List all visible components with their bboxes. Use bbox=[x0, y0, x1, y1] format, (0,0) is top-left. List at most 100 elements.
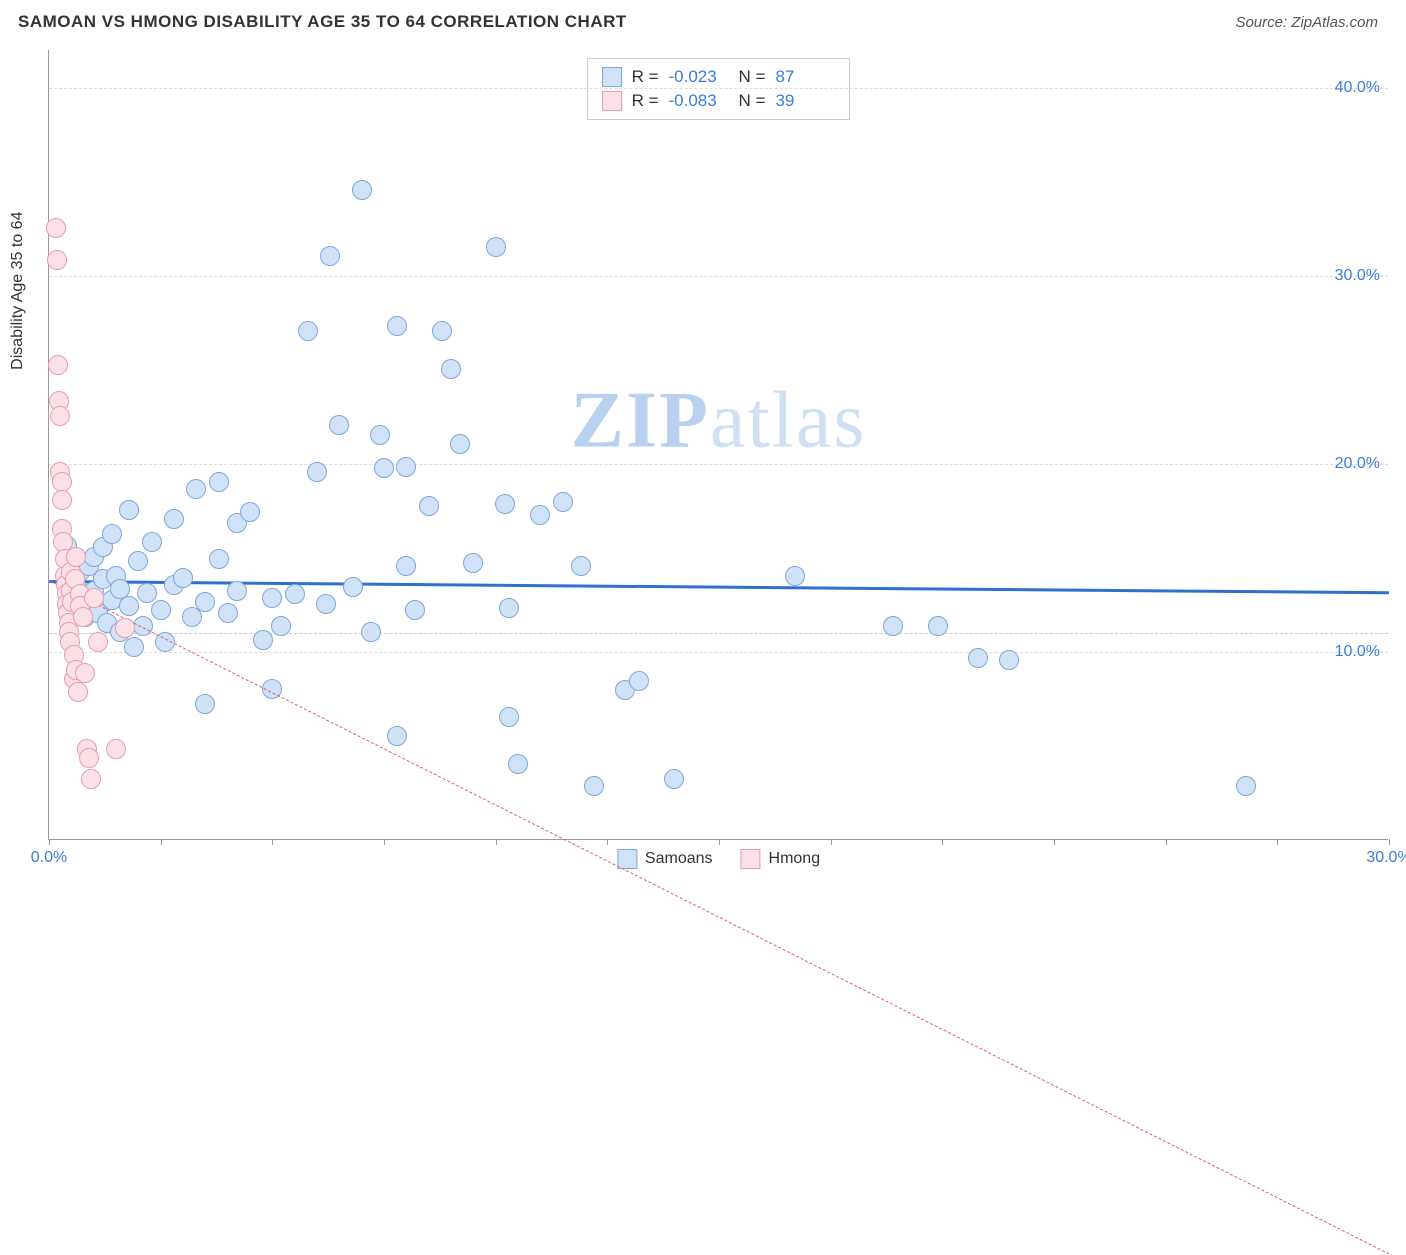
data-point bbox=[52, 490, 72, 510]
data-point bbox=[106, 739, 126, 759]
data-point bbox=[307, 462, 327, 482]
legend-label-hmong: Hmong bbox=[769, 850, 821, 868]
data-point bbox=[240, 502, 260, 522]
data-point bbox=[463, 553, 483, 573]
data-point bbox=[128, 551, 148, 571]
y-tick-label: 40.0% bbox=[1335, 79, 1380, 97]
data-point bbox=[195, 592, 215, 612]
data-point bbox=[387, 316, 407, 336]
data-point bbox=[271, 616, 291, 636]
data-point bbox=[374, 458, 394, 478]
data-point bbox=[218, 603, 238, 623]
data-point bbox=[508, 754, 528, 774]
data-point bbox=[50, 406, 70, 426]
data-point bbox=[119, 500, 139, 520]
data-point bbox=[47, 250, 67, 270]
data-point bbox=[370, 425, 390, 445]
x-tick-label: 0.0% bbox=[31, 849, 67, 867]
source-label: Source: ZipAtlas.com bbox=[1235, 14, 1378, 31]
data-point bbox=[396, 457, 416, 477]
data-point bbox=[664, 769, 684, 789]
n-label: N = bbox=[739, 91, 766, 111]
data-point bbox=[441, 359, 461, 379]
data-point bbox=[79, 748, 99, 768]
data-point bbox=[73, 607, 93, 627]
r-value-hmong: -0.083 bbox=[669, 91, 729, 111]
data-point bbox=[298, 321, 318, 341]
data-point bbox=[486, 237, 506, 257]
gridline bbox=[49, 464, 1388, 465]
data-point bbox=[928, 616, 948, 636]
r-label: R = bbox=[632, 67, 659, 87]
data-point bbox=[195, 694, 215, 714]
data-point bbox=[450, 434, 470, 454]
data-point bbox=[584, 776, 604, 796]
data-point bbox=[262, 588, 282, 608]
data-point bbox=[115, 618, 135, 638]
data-point bbox=[46, 218, 66, 238]
trend-line-hmong bbox=[49, 580, 1389, 1254]
data-point bbox=[75, 663, 95, 683]
data-point bbox=[405, 600, 425, 620]
y-tick-label: 30.0% bbox=[1335, 267, 1380, 285]
data-point bbox=[316, 594, 336, 614]
y-tick-label: 20.0% bbox=[1335, 455, 1380, 473]
data-point bbox=[329, 415, 349, 435]
chart-title: SAMOAN VS HMONG DISABILITY AGE 35 TO 64 … bbox=[18, 12, 627, 32]
data-point bbox=[209, 472, 229, 492]
n-value-samoans: 87 bbox=[775, 67, 835, 87]
data-point bbox=[785, 566, 805, 586]
stats-legend: R = -0.023 N = 87 R = -0.083 N = 39 bbox=[587, 58, 851, 120]
swatch-samoans bbox=[602, 67, 622, 87]
gridline bbox=[49, 652, 1388, 653]
data-point bbox=[883, 616, 903, 636]
data-point bbox=[968, 648, 988, 668]
r-label: R = bbox=[632, 91, 659, 111]
data-point bbox=[396, 556, 416, 576]
data-point bbox=[142, 532, 162, 552]
stats-row-hmong: R = -0.083 N = 39 bbox=[602, 89, 836, 113]
data-point bbox=[68, 682, 88, 702]
legend-item-samoans: Samoans bbox=[617, 849, 713, 869]
data-point bbox=[495, 494, 515, 514]
data-point bbox=[629, 671, 649, 691]
data-point bbox=[119, 596, 139, 616]
data-point bbox=[84, 588, 104, 608]
data-point bbox=[499, 707, 519, 727]
data-point bbox=[571, 556, 591, 576]
data-point bbox=[1236, 776, 1256, 796]
data-point bbox=[253, 630, 273, 650]
data-point bbox=[361, 622, 381, 642]
data-point bbox=[320, 246, 340, 266]
data-point bbox=[530, 505, 550, 525]
y-axis-title: Disability Age 35 to 64 bbox=[9, 212, 27, 370]
n-value-hmong: 39 bbox=[775, 91, 835, 111]
watermark: ZIPatlas bbox=[571, 375, 867, 466]
swatch-hmong bbox=[741, 849, 761, 869]
data-point bbox=[432, 321, 452, 341]
x-tick-label: 30.0% bbox=[1366, 849, 1406, 867]
data-point bbox=[137, 583, 157, 603]
bottom-legend: Samoans Hmong bbox=[617, 849, 820, 869]
data-point bbox=[173, 568, 193, 588]
data-point bbox=[52, 472, 72, 492]
y-tick-label: 10.0% bbox=[1335, 643, 1380, 661]
data-point bbox=[186, 479, 206, 499]
r-value-samoans: -0.023 bbox=[669, 67, 729, 87]
gridline bbox=[49, 88, 1388, 89]
data-point bbox=[88, 632, 108, 652]
stats-row-samoans: R = -0.023 N = 87 bbox=[602, 65, 836, 89]
data-point bbox=[387, 726, 407, 746]
trend-line-samoans bbox=[49, 580, 1389, 594]
data-point bbox=[102, 524, 122, 544]
gridline bbox=[49, 276, 1388, 277]
data-point bbox=[151, 600, 171, 620]
data-point bbox=[343, 577, 363, 597]
legend-item-hmong: Hmong bbox=[741, 849, 821, 869]
data-point bbox=[124, 637, 144, 657]
data-point bbox=[164, 509, 184, 529]
data-point bbox=[66, 547, 86, 567]
n-label: N = bbox=[739, 67, 766, 87]
data-point bbox=[419, 496, 439, 516]
scatter-chart: ZIPatlas R = -0.023 N = 87 R = -0.083 N … bbox=[48, 50, 1388, 840]
